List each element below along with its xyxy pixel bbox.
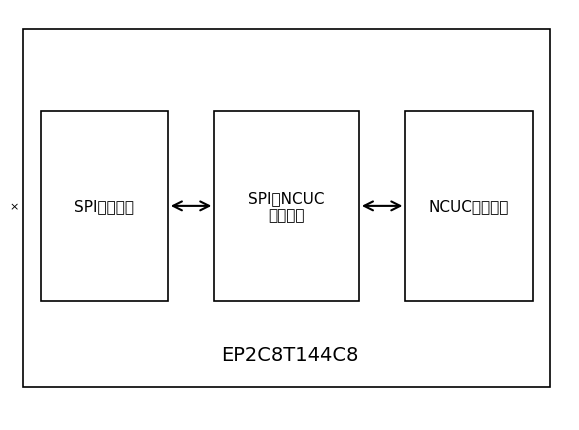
Bar xyxy=(214,112,359,301)
Text: SPI通信接口: SPI通信接口 xyxy=(74,199,134,214)
Bar xyxy=(41,112,168,301)
Text: NCUC通信接口: NCUC通信接口 xyxy=(429,199,509,214)
Bar xyxy=(23,30,550,387)
Text: SPI与NCUC
通信转换: SPI与NCUC 通信转换 xyxy=(248,190,325,223)
Text: ×: × xyxy=(10,201,19,212)
Text: EP2C8T144C8: EP2C8T144C8 xyxy=(221,345,358,364)
Bar xyxy=(405,112,533,301)
